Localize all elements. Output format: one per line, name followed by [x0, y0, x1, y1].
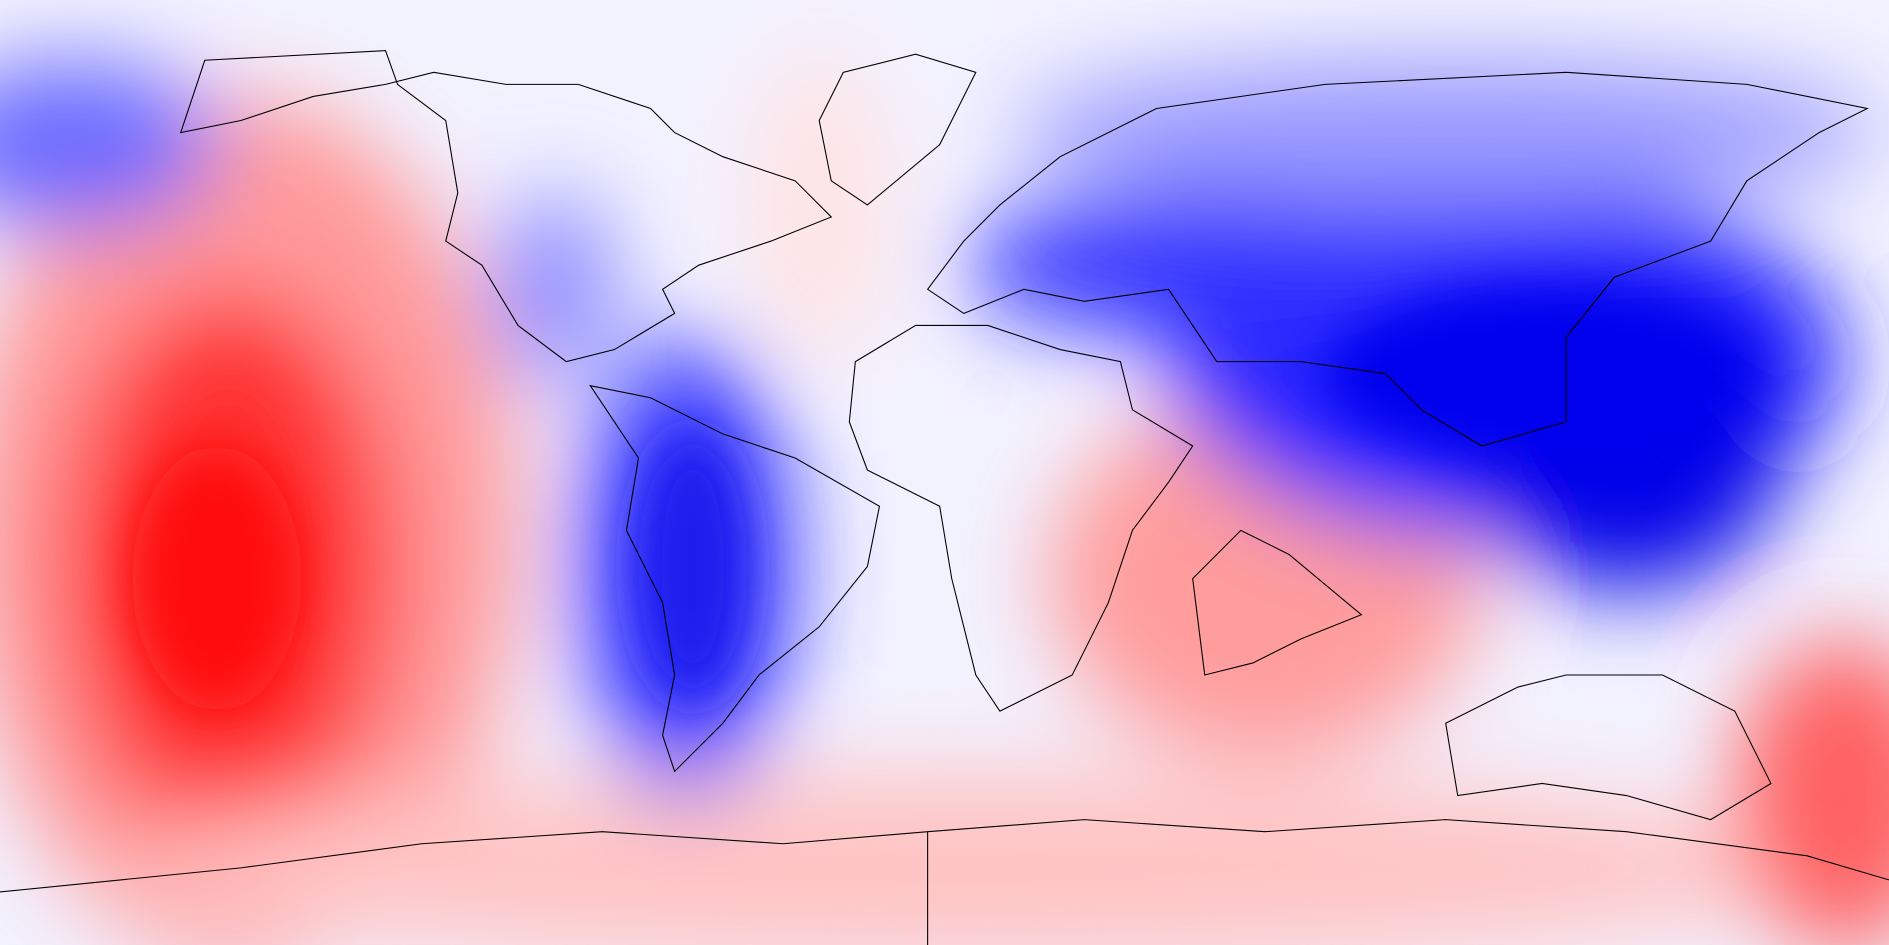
anomaly-neg	[963, 192, 1446, 338]
landmass	[1192, 529, 1363, 676]
australia	[1445, 674, 1772, 821]
anomaly-neg	[0, 60, 217, 229]
eurasia	[926, 71, 1869, 447]
anomaly-neg	[638, 433, 747, 700]
anomaly-neg	[1325, 289, 1759, 459]
greenland	[818, 53, 977, 206]
anomaly-neg	[493, 192, 615, 386]
africa	[848, 324, 1194, 712]
anomaly-pos	[132, 445, 302, 712]
north-america	[179, 50, 833, 363]
anomaly-pos	[120, 771, 1807, 945]
field-core	[132, 289, 1759, 712]
anomaly-neg	[1011, 60, 1880, 205]
south-america	[589, 384, 881, 773]
antarctica	[0, 819, 1889, 893]
coastlines	[0, 50, 1889, 945]
